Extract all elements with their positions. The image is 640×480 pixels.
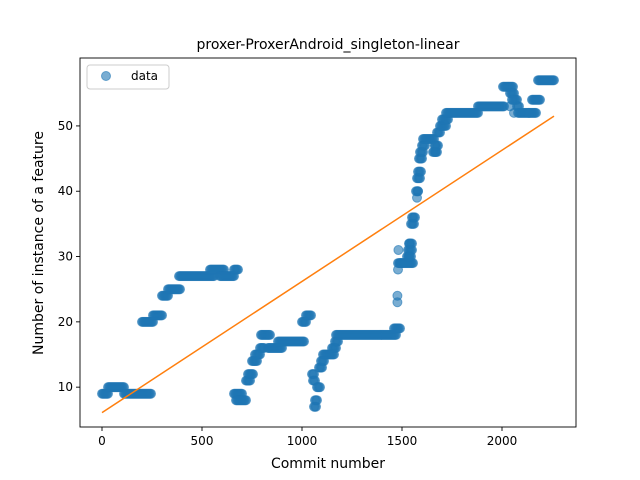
data-point xyxy=(175,284,185,295)
data-point xyxy=(395,323,405,334)
x-tick-label: 500 xyxy=(191,434,214,448)
y-tick-label: 20 xyxy=(58,315,73,329)
y-tick-label: 40 xyxy=(58,184,73,198)
data-point xyxy=(509,107,519,118)
data-point xyxy=(241,395,251,406)
plot-area xyxy=(97,75,559,414)
y-axis-ticks: 10 20 30 40 50 xyxy=(58,119,80,394)
data-point xyxy=(315,382,325,393)
data-point xyxy=(248,369,258,380)
data-point xyxy=(265,329,275,340)
data-point xyxy=(410,212,420,223)
legend-marker-data xyxy=(101,71,111,81)
legend-label-data: data xyxy=(131,69,158,83)
data-point xyxy=(306,310,316,321)
data-point xyxy=(393,245,404,256)
data-point xyxy=(312,395,322,406)
y-tick-label: 30 xyxy=(58,250,73,264)
legend-box xyxy=(86,64,170,90)
axes-frame xyxy=(79,57,577,428)
data-point xyxy=(393,264,403,275)
data-point xyxy=(430,147,441,158)
y-axis-label: Number of instance of a feature xyxy=(31,131,47,355)
data-point xyxy=(549,75,559,86)
x-tick-label: 2000 xyxy=(487,434,518,448)
data-point xyxy=(524,107,534,118)
data-point xyxy=(507,94,517,105)
legend: data xyxy=(86,64,170,90)
x-tick-label: 1000 xyxy=(287,434,318,448)
x-axis-ticks: 0 500 1000 1500 2000 xyxy=(98,427,517,448)
fit-line-series xyxy=(101,115,555,414)
data-point xyxy=(404,238,415,249)
x-tick-label: 1500 xyxy=(387,434,418,448)
data-point xyxy=(233,264,243,275)
x-axis-label: Commit number xyxy=(271,456,385,472)
x-tick-label: 0 xyxy=(98,434,106,448)
fit-line xyxy=(101,115,555,414)
y-tick-label: 50 xyxy=(58,119,73,133)
data-point xyxy=(413,186,423,197)
data-point xyxy=(535,94,545,105)
chart-title: proxer-ProxerAndroid_singleton-linear xyxy=(196,37,459,53)
y-tick-label: 10 xyxy=(58,380,73,394)
data-point xyxy=(416,166,426,177)
scatter-series xyxy=(97,75,559,412)
data-point xyxy=(146,388,156,399)
data-point xyxy=(299,336,309,347)
data-point xyxy=(157,310,167,321)
data-point xyxy=(404,251,414,262)
data-point xyxy=(392,290,403,301)
